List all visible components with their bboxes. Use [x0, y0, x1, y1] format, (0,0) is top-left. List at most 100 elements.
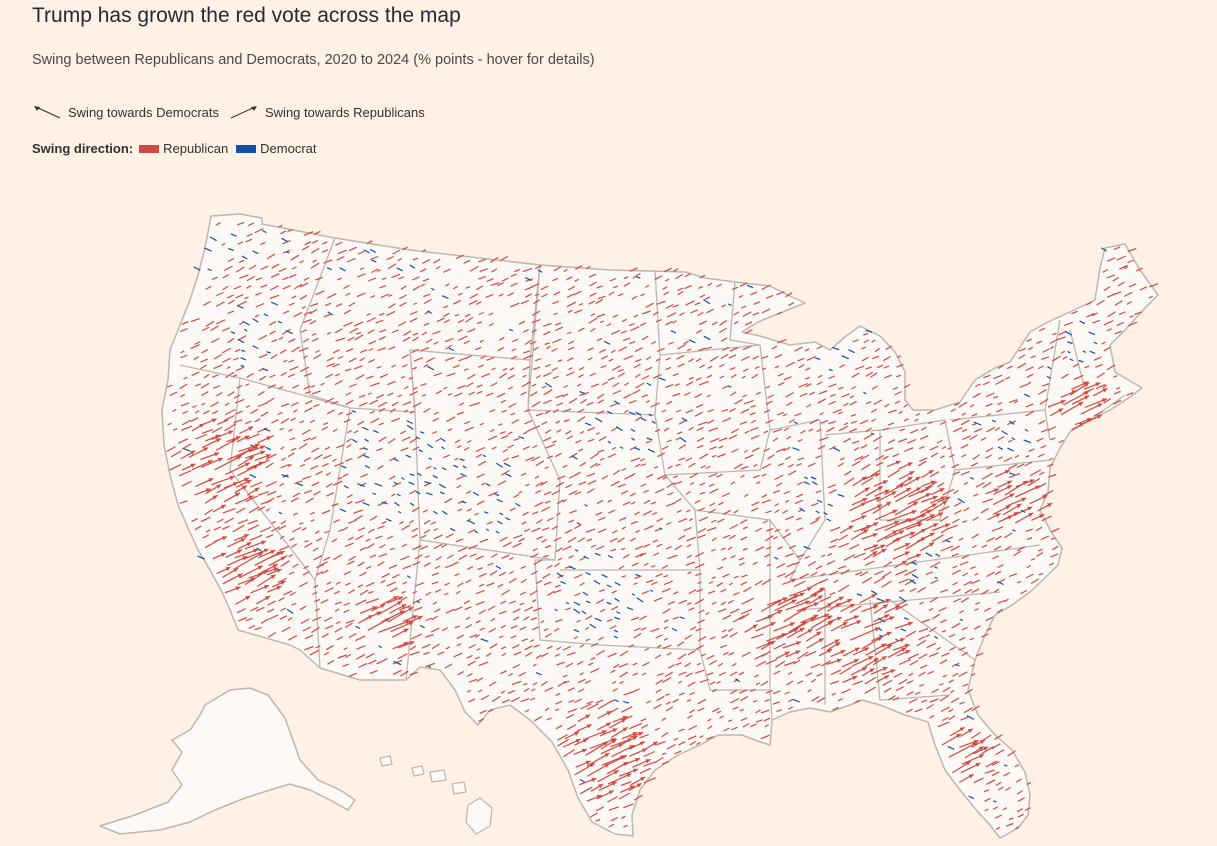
swing-arrow-republican [298, 522, 304, 525]
swing-arrow-republican [796, 493, 804, 498]
swing-arrow-republican [733, 320, 739, 325]
swing-arrow-republican [205, 529, 211, 533]
swing-arrow-republican [656, 695, 665, 702]
swing-arrow-republican [777, 572, 786, 578]
swing-arrow-democrat [991, 419, 997, 423]
swing-arrow-republican [478, 275, 487, 280]
swing-arrow-republican [807, 462, 816, 468]
swing-arrow-republican [375, 319, 384, 324]
swing-arrow-republican [672, 268, 679, 273]
swing-arrow-republican [827, 552, 833, 557]
swing-arrow-republican [810, 518, 820, 525]
swing-arrow-republican [304, 634, 314, 640]
swing-arrow-republican [540, 480, 548, 486]
swing-arrow-republican [753, 301, 761, 305]
swing-arrow-republican [664, 417, 673, 423]
swing-arrow-republican [861, 477, 874, 486]
swing-arrow-republican [1017, 813, 1024, 818]
swing-arrow-republican [843, 437, 851, 443]
swing-arrow-republican [500, 624, 507, 629]
swing-arrow-republican [629, 722, 643, 730]
swing-arrow-republican [959, 561, 969, 566]
swing-arrow-republican [595, 545, 605, 551]
swing-arrow-republican [676, 641, 685, 647]
swing-arrow-republican [513, 534, 523, 539]
swing-arrow-republican [222, 507, 236, 514]
swing-arrow-republican [409, 671, 418, 676]
swing-arrow-republican [543, 389, 553, 396]
swing-arrow-republican [632, 389, 641, 395]
swing-arrow-republican [543, 581, 552, 586]
swing-arrowhead [873, 658, 879, 663]
swing-arrow-republican [507, 374, 515, 380]
swing-arrow-republican [412, 402, 422, 408]
swing-arrow-republican [665, 706, 674, 712]
swing-arrow-republican [677, 290, 684, 296]
swing-arrow-republican [763, 430, 769, 434]
swing-arrow-republican [620, 781, 632, 787]
swing-arrow-democrat [374, 482, 383, 487]
swing-arrow-republican [387, 263, 397, 270]
swing-arrow-republican [661, 761, 670, 765]
swing-arrow-republican [794, 412, 802, 417]
swing-arrow-republican [357, 584, 363, 588]
swing-arrow-republican [454, 457, 459, 461]
swing-arrow-republican [672, 392, 681, 397]
swing-arrow-democrat [856, 593, 863, 597]
swing-arrow-democrat [583, 555, 589, 560]
swing-arrow-republican [336, 636, 343, 641]
swing-arrow-republican [1047, 426, 1057, 431]
swing-arrowhead [606, 722, 611, 727]
swing-arrow-republican [391, 573, 400, 579]
swing-arrow-republican [446, 416, 456, 423]
swing-arrow-republican [379, 373, 388, 379]
swing-arrow-republican [310, 465, 319, 470]
swing-arrow-republican [346, 412, 353, 416]
swing-arrow-republican [1048, 473, 1057, 478]
swing-arrow-republican [722, 417, 732, 423]
swing-arrow-republican [982, 481, 992, 489]
swing-arrow-democrat [209, 236, 217, 242]
swing-arrow-democrat [579, 391, 586, 395]
swing-arrow-republican [694, 563, 705, 569]
swing-arrow-republican [788, 544, 796, 549]
swing-arrow-republican [728, 354, 737, 359]
swing-arrow-republican [623, 691, 633, 696]
swing-arrow-republican [939, 659, 948, 665]
swing-arrow-republican [201, 428, 214, 434]
swing-arrow-republican [1004, 545, 1012, 551]
swing-arrow-republican [433, 527, 438, 532]
swing-arrow-republican [765, 400, 773, 405]
swing-arrow-republican [314, 645, 321, 649]
swing-arrow-republican [423, 363, 429, 368]
swing-arrow-republican [323, 313, 332, 318]
swing-arrow-republican [245, 238, 253, 243]
swing-arrow-republican [787, 706, 793, 710]
swing-arrow-republican [534, 501, 544, 507]
swing-arrow-republican [700, 653, 706, 657]
swing-arrow-republican [367, 590, 374, 594]
swing-arrow-republican [420, 347, 430, 352]
swing-arrow-democrat [396, 493, 401, 497]
swing-arrow-democrat [343, 485, 349, 489]
swing-arrow-republican [378, 553, 388, 558]
swing-arrow-republican [1050, 437, 1056, 441]
swing-arrow-republican [721, 408, 729, 413]
swing-arrow-republican [749, 427, 759, 432]
swing-arrow-republican [498, 610, 507, 615]
swing-arrow-republican [728, 534, 736, 540]
swing-arrow-republican [259, 526, 272, 533]
swing-arrow-democrat [1082, 350, 1087, 354]
swing-arrow-democrat [286, 608, 294, 614]
swing-arrow-republican [544, 342, 550, 346]
swing-arrow-republican [281, 328, 291, 335]
swing-arrow-republican [873, 576, 886, 584]
swing-arrow-republican [762, 520, 768, 524]
swing-arrow-democrat [992, 800, 997, 803]
swing-arrowhead [905, 543, 911, 548]
swing-arrow-republican [784, 528, 789, 532]
swing-arrow-republican [672, 475, 679, 479]
swing-arrow-republican [794, 561, 800, 566]
